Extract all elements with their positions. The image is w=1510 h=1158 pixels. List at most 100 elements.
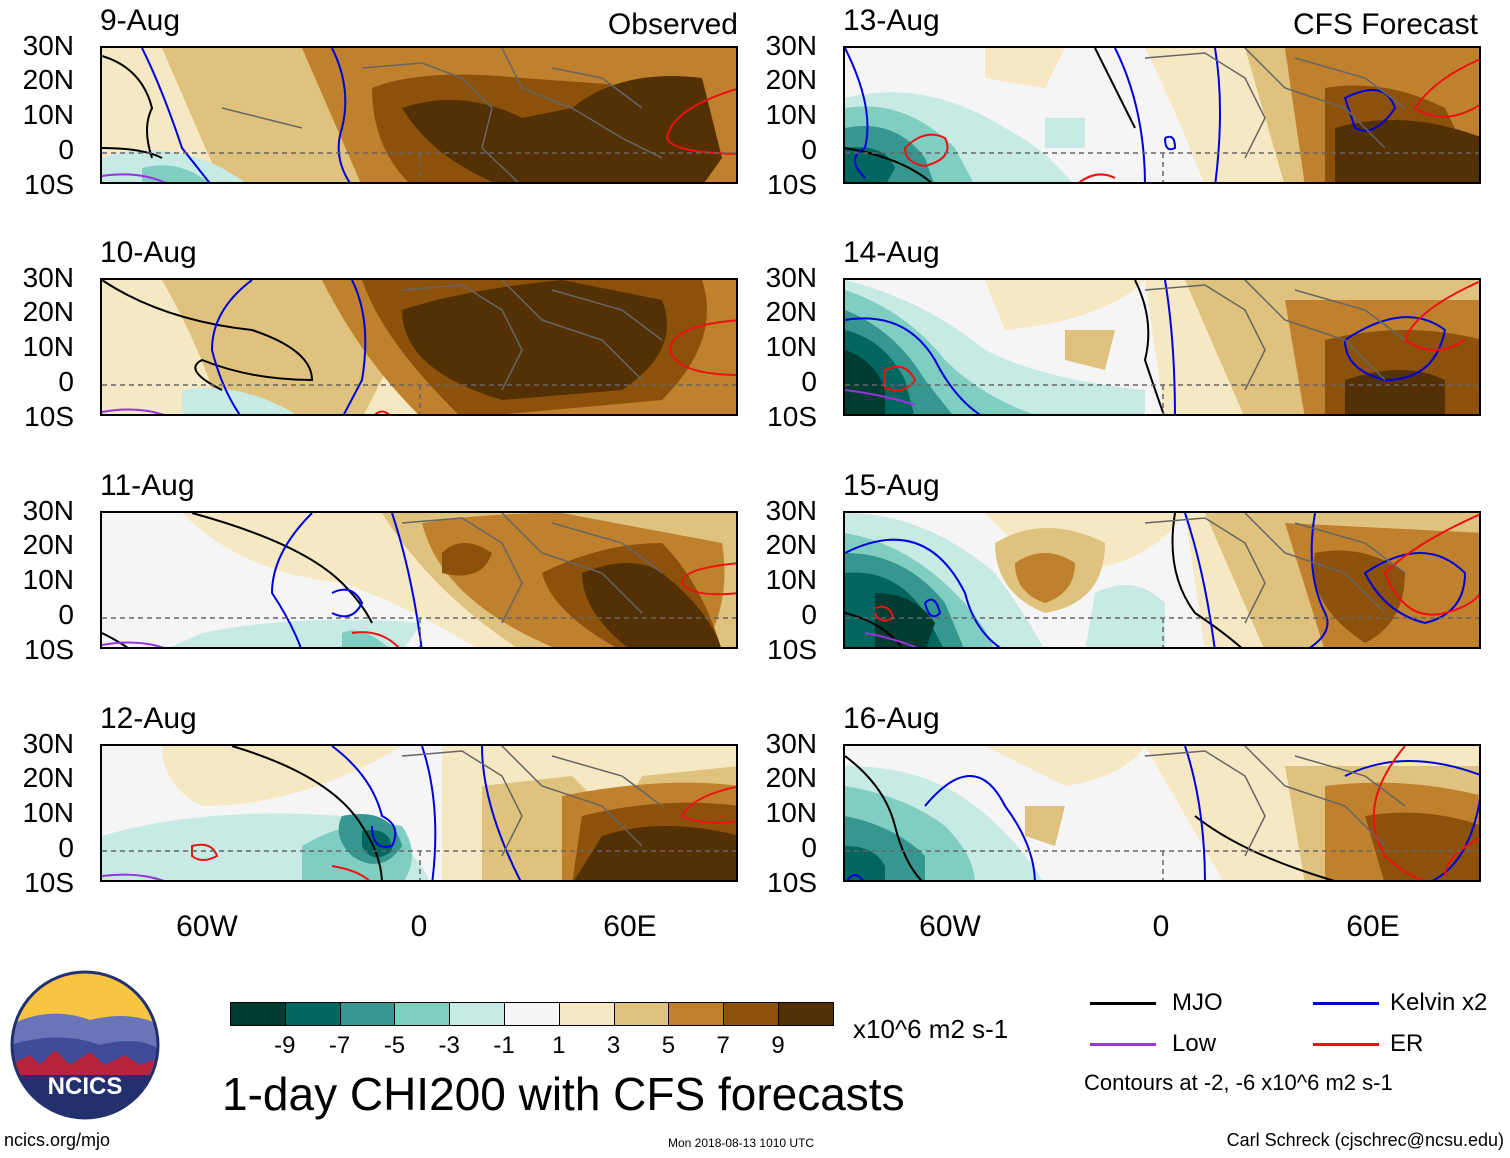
panel-date-15-aug: 15-Aug xyxy=(843,469,940,502)
lat-label-0: 0 xyxy=(801,366,817,397)
panel-date-10-aug: 10-Aug xyxy=(100,236,197,269)
lat-label-10s: 10S xyxy=(767,401,817,432)
legend-low-label: Low xyxy=(1172,1030,1217,1057)
colorbar-swatch xyxy=(668,1002,725,1026)
lat-label-0: 0 xyxy=(58,134,74,165)
forecast-label: CFS Forecast xyxy=(1292,8,1478,41)
lat-label-30n: 30N xyxy=(765,495,817,526)
colorbar-tick-label: -3 xyxy=(438,1032,460,1059)
legend-kelvin-line xyxy=(1313,1002,1379,1005)
contours-note: Contours at -2, -6 x10^6 m2 s-1 xyxy=(1084,1070,1393,1095)
colorbar-swatch xyxy=(449,1002,505,1026)
colorbar-tick-label: -9 xyxy=(274,1032,296,1059)
legend-mjo-label: MJO xyxy=(1172,989,1223,1016)
lat-label-10n: 10N xyxy=(22,564,74,595)
colorbar-swatch xyxy=(778,1002,834,1026)
lat-label-30n: 30N xyxy=(765,30,817,61)
lat-label-0: 0 xyxy=(58,599,74,630)
lat-label-0: 0 xyxy=(801,134,817,165)
panel-date-9-aug: 9-Aug xyxy=(100,4,181,37)
lon-label-60w-right: 60W xyxy=(919,910,981,943)
lat-label-20n: 20N xyxy=(22,64,74,95)
footer-author: Carl Schreck (cjschrec@ncsu.edu) xyxy=(1226,1130,1504,1150)
lat-label-10n: 10N xyxy=(22,99,74,130)
lat-label-10n: 10N xyxy=(22,797,74,828)
lat-label-10n: 10N xyxy=(765,99,817,130)
panel-date-11-aug: 11-Aug xyxy=(100,469,195,502)
lat-label-10s: 10S xyxy=(24,169,74,200)
lat-label-20n: 20N xyxy=(22,529,74,560)
lat-label-10s: 10S xyxy=(767,634,817,665)
colorbar-units: x10^6 m2 s-1 xyxy=(853,1014,1009,1044)
legend-low-line xyxy=(1090,1043,1156,1046)
lat-label-10s: 10S xyxy=(24,634,74,665)
colorbar-tick-label: -1 xyxy=(493,1032,515,1059)
lat-label-10s: 10S xyxy=(767,169,817,200)
colorbar-swatch xyxy=(613,1002,670,1026)
colorbar-tick-label: 5 xyxy=(661,1032,676,1059)
lon-label-60e-left: 60E xyxy=(603,910,657,943)
map-panel-16-aug xyxy=(843,744,1481,882)
colorbar-tick-label: -5 xyxy=(383,1032,406,1059)
lat-label-10s: 10S xyxy=(24,401,74,432)
observed-label: Observed xyxy=(607,8,738,41)
colorbar-swatch xyxy=(230,1002,286,1026)
lat-label-0: 0 xyxy=(801,599,817,630)
lon-label-60e-right: 60E xyxy=(1346,910,1400,943)
lon-label-60w-left: 60W xyxy=(176,910,238,943)
map-panel-13-aug xyxy=(843,46,1481,184)
ncics-logo: NCICS xyxy=(10,970,160,1120)
lat-label-10n: 10N xyxy=(765,564,817,595)
lat-label-30n: 30N xyxy=(765,728,817,759)
lat-label-30n: 30N xyxy=(765,262,817,293)
figure-title: 1-day CHI200 with CFS forecasts xyxy=(222,1068,905,1120)
lon-label-0-right: 0 xyxy=(1152,910,1170,943)
colorbar-swatch xyxy=(394,1002,451,1026)
colorbar-swatch xyxy=(504,1002,560,1026)
legend-kelvin-label: Kelvin x2 xyxy=(1390,989,1488,1016)
panel-date-14-aug: 14-Aug xyxy=(843,236,940,269)
footer-timestamp: Mon 2018-08-13 1010 UTC xyxy=(668,1136,815,1150)
lat-label-0: 0 xyxy=(58,832,74,863)
lat-label-20n: 20N xyxy=(765,529,817,560)
lat-label-0: 0 xyxy=(801,832,817,863)
colorbar-tick-label: 7 xyxy=(716,1032,730,1059)
footer-url[interactable]: ncics.org/mjo xyxy=(4,1130,111,1150)
lat-label-10n: 10N xyxy=(765,331,817,362)
colorbar-swatch xyxy=(558,1002,615,1026)
colorbar-tick-label: 1 xyxy=(552,1032,566,1059)
lat-label-30n: 30N xyxy=(22,30,74,61)
colorbar-swatch xyxy=(339,1002,396,1026)
legend-mjo-line xyxy=(1090,1002,1156,1005)
lat-label-20n: 20N xyxy=(22,296,74,327)
lat-label-10s: 10S xyxy=(24,867,74,898)
lat-label-30n: 30N xyxy=(22,728,74,759)
panel-date-16-aug: 16-Aug xyxy=(843,702,940,735)
map-panel-10-aug xyxy=(100,278,738,416)
lat-label-30n: 30N xyxy=(22,495,74,526)
map-panel-9-aug xyxy=(100,46,738,184)
logo-text: NCICS xyxy=(48,1073,123,1100)
lat-label-10s: 10S xyxy=(767,867,817,898)
colorbar-swatch xyxy=(723,1002,779,1026)
colorbar-swatch xyxy=(284,1002,341,1026)
lat-label-20n: 20N xyxy=(22,762,74,793)
panel-date-12-aug: 12-Aug xyxy=(100,702,197,735)
legend-er-label: ER xyxy=(1390,1030,1424,1057)
lat-label-20n: 20N xyxy=(765,762,817,793)
colorbar-tick-label: 9 xyxy=(771,1032,785,1059)
lat-label-20n: 20N xyxy=(765,64,817,95)
lat-label-20n: 20N xyxy=(765,296,817,327)
panel-date-13-aug: 13-Aug xyxy=(843,4,940,37)
colorbar-tick-label: -7 xyxy=(328,1032,351,1059)
map-panel-12-aug xyxy=(100,744,738,882)
colorbar-tick-label: 3 xyxy=(606,1032,621,1059)
lat-label-10n: 10N xyxy=(22,331,74,362)
lat-label-30n: 30N xyxy=(22,262,74,293)
lat-label-10n: 10N xyxy=(765,797,817,828)
map-panel-11-aug xyxy=(100,511,738,649)
lon-label-0-left: 0 xyxy=(410,910,428,943)
map-panel-15-aug xyxy=(843,511,1481,649)
map-panel-14-aug xyxy=(843,278,1481,416)
lat-label-0: 0 xyxy=(58,366,74,397)
